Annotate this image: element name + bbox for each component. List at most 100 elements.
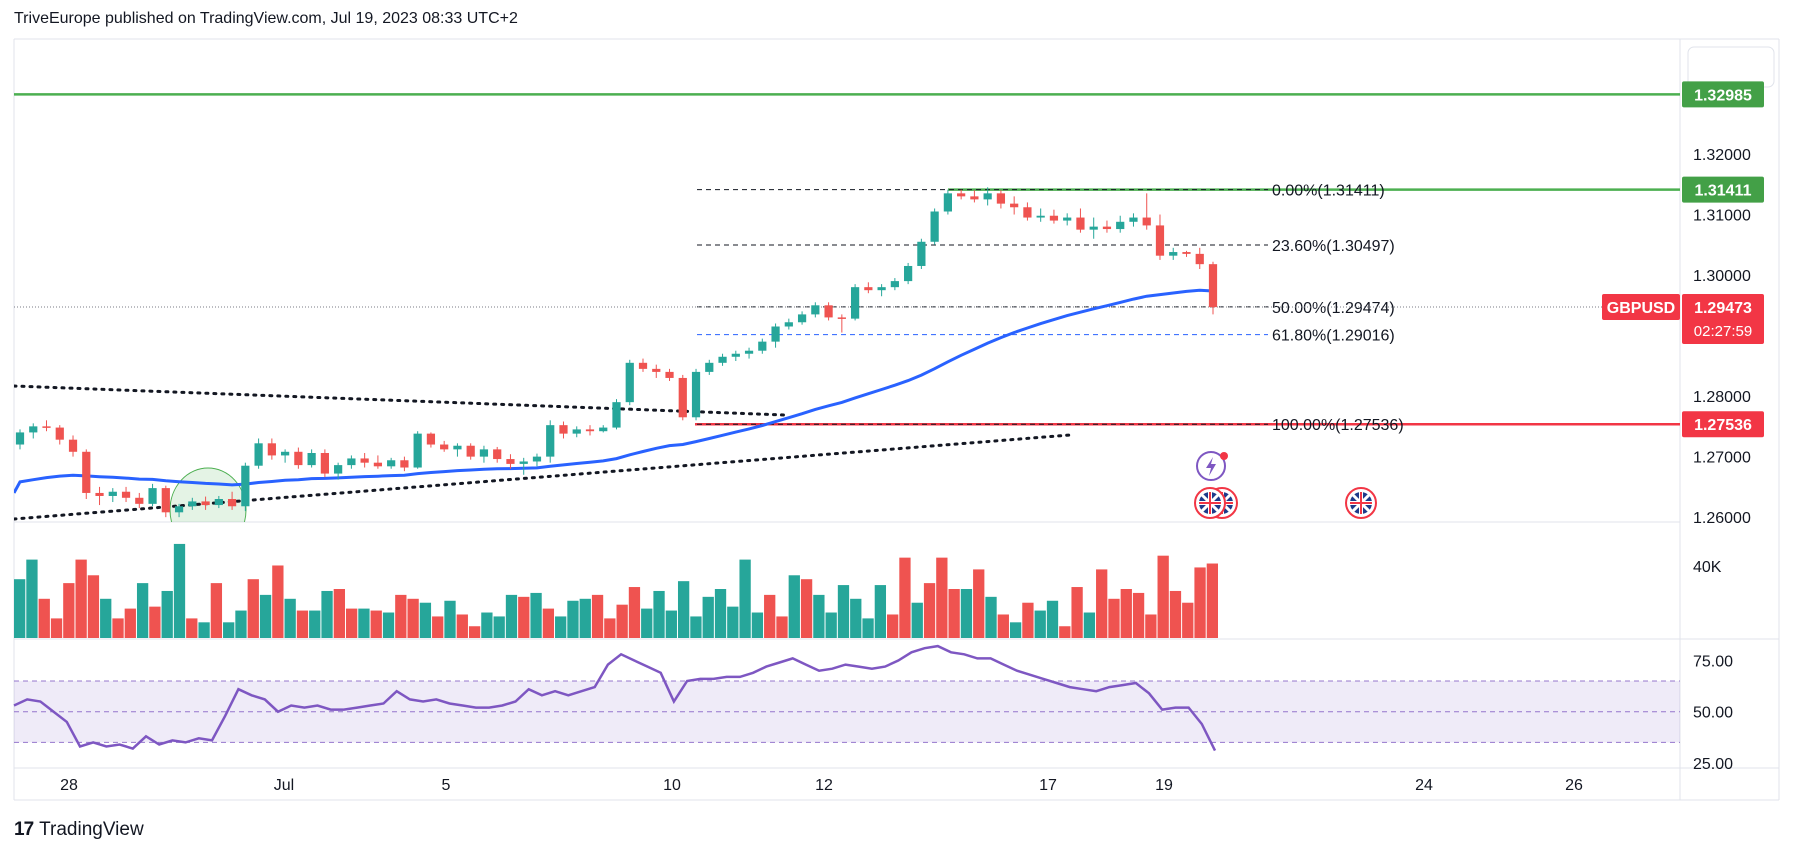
price-pane[interactable]: 0.00%(1.31411) 23.60%(1.30497) 50.00%(1.29…	[14, 93, 1680, 552]
candle	[493, 446, 502, 463]
candle	[320, 449, 329, 478]
candle	[426, 432, 436, 448]
volume-bar	[837, 585, 850, 638]
candle	[1010, 196, 1019, 215]
volume-bar	[1009, 622, 1022, 638]
candle	[612, 399, 621, 430]
candle-body	[426, 433, 436, 445]
candle-body	[1010, 203, 1019, 208]
candle	[1129, 213, 1138, 227]
volume-bar	[714, 589, 727, 638]
candle-body	[148, 488, 157, 504]
candle	[1169, 247, 1178, 260]
candle	[1076, 208, 1085, 233]
fib-label: 0.00%(1.31411)	[1272, 183, 1385, 200]
volume-pane	[14, 543, 1218, 638]
price-tick-label: 1.26000	[1693, 510, 1751, 527]
trendline-lower	[14, 433, 1072, 521]
axes: 40K 75.00 50.00 25.00 1.32000 1.31000 1.30000 1…	[60, 147, 1751, 794]
volume-bar	[345, 608, 358, 638]
candle	[1049, 209, 1059, 224]
volume-bar	[235, 610, 247, 638]
lightning-icon-dot	[1220, 452, 1228, 460]
volume-bar	[641, 608, 653, 638]
volume-bar	[702, 596, 714, 638]
candle-body	[519, 461, 528, 464]
volume-bar	[149, 606, 161, 638]
candle-body	[983, 193, 992, 200]
volume-bar	[530, 592, 542, 638]
candle	[55, 425, 64, 445]
candle-body	[705, 362, 714, 372]
volume-bar	[505, 594, 518, 638]
uk-flag-icon	[1345, 487, 1377, 519]
candle-body	[943, 193, 952, 212]
candle	[334, 462, 343, 480]
candle	[15, 429, 25, 450]
volume-bar	[1059, 626, 1071, 638]
volume-bar	[1046, 600, 1059, 638]
candle-body	[1195, 253, 1204, 265]
candle	[42, 420, 51, 432]
volume-bar	[1132, 592, 1145, 638]
price-tag: 1.27536	[1682, 411, 1764, 438]
volume-bar	[751, 612, 764, 638]
volume-bar	[874, 585, 887, 638]
volume-bar	[850, 598, 862, 638]
volume-bar	[173, 543, 186, 638]
volume-bar	[567, 600, 579, 638]
fib-label: 61.80%(1.29016)	[1272, 328, 1395, 345]
candle-body	[1155, 225, 1165, 256]
candle-body	[360, 458, 369, 463]
volume-bar	[493, 616, 505, 638]
volume-bar	[1206, 563, 1218, 638]
rsi-tick-label: 50.00	[1693, 705, 1733, 722]
candle-body	[135, 497, 144, 504]
candle	[519, 457, 528, 475]
price-tick-label: 1.28000	[1693, 389, 1751, 406]
candle	[625, 359, 634, 406]
candle-body	[957, 193, 966, 197]
candle-body	[1102, 226, 1112, 230]
candle	[400, 456, 409, 472]
volume-bar	[948, 589, 960, 638]
date-tick-label: 24	[1415, 777, 1433, 794]
candle	[1023, 202, 1032, 221]
candle-body	[227, 499, 237, 507]
volume-bar	[862, 618, 874, 638]
candle	[453, 443, 462, 457]
price-tag-label: 1.31411	[1695, 183, 1752, 200]
date-tick-label: 10	[663, 777, 681, 794]
candle	[1102, 220, 1112, 233]
price-tick-label: 1.27000	[1693, 450, 1751, 467]
candle-body	[599, 427, 608, 432]
volume-bar	[100, 598, 112, 638]
candle	[241, 462, 250, 512]
date-tick-label: 5	[442, 777, 451, 794]
candle	[652, 364, 661, 378]
volume-bar	[14, 579, 26, 638]
candle-body	[15, 432, 25, 445]
volume-bar	[653, 590, 665, 638]
price-tick-label: 1.31000	[1693, 208, 1751, 225]
volume-bar	[75, 559, 87, 638]
volume-bar	[776, 616, 788, 638]
trendline-upper	[14, 384, 786, 417]
candle	[864, 282, 873, 294]
candle-body	[665, 371, 674, 378]
volume-bar	[124, 608, 136, 638]
candle-body	[201, 501, 210, 506]
date-tick-label: 12	[815, 777, 833, 794]
candle	[29, 423, 38, 439]
volume-bar	[997, 614, 1009, 638]
volume-bar	[136, 583, 149, 638]
candle-body	[532, 456, 542, 462]
volume-bar	[112, 618, 124, 638]
candle-body	[1142, 217, 1151, 226]
candle	[638, 358, 648, 372]
candle	[347, 455, 356, 469]
price-tag-bg	[1682, 411, 1764, 438]
candle	[506, 454, 515, 469]
volume-bar	[813, 594, 825, 638]
